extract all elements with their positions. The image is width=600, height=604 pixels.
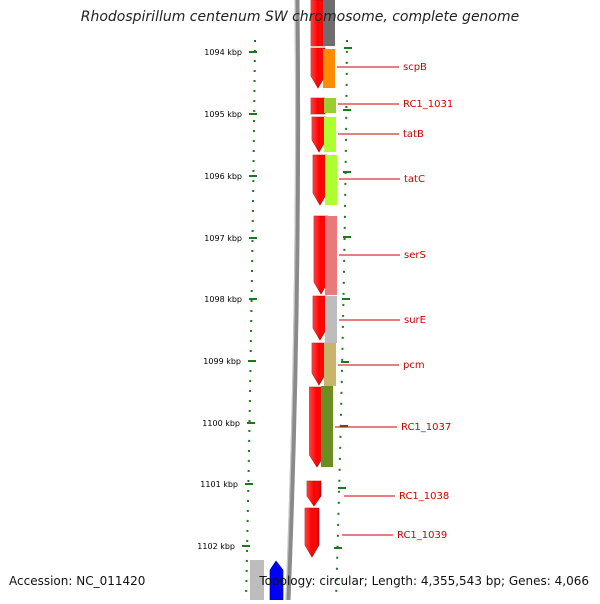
gene-label[interactable]: tatB [403,129,424,140]
feature-block-top [323,0,335,46]
gene-label[interactable]: RC1_1038 [399,491,449,502]
scale-tick: 1094 kbp [204,48,257,57]
cds-arrow-shade [314,216,328,294]
cds-arrow-shade [313,155,327,205]
scale-tick: 1096 kbp [204,172,257,181]
cds-arrow-shade [305,508,319,557]
gene-label[interactable]: surE [404,315,426,326]
scale-ring-inner [245,39,256,601]
scale-tick-label: 1094 kbp [204,48,242,57]
scale-tick-label: 1101 kbp [200,480,238,489]
gene-block[interactable] [325,296,337,343]
cds-arrow-shade [313,296,327,340]
gene-block[interactable] [324,343,336,386]
gene-block[interactable] [324,117,336,152]
scale-tick: 1095 kbp [204,110,257,119]
scale-tick-label: 1096 kbp [204,172,242,181]
gene-label[interactable]: RC1_1031 [403,99,453,110]
scale-tick: 1097 kbp [204,234,257,243]
cds-arrow-shade [311,98,325,114]
cds-arrow-shade [312,343,326,385]
gene-block[interactable] [325,155,337,205]
scale-tick: 1102 kbp [197,542,250,551]
cds-arrow-shade [312,117,326,152]
scale-tick-label: 1098 kbp [204,295,242,304]
topology-label: Topology: circular; Length: 4,355,543 bp… [259,574,589,588]
scale-tick-label: 1100 kbp [202,419,240,428]
cds-arrow-shade [311,0,325,46]
cds-arrow-shade [307,481,321,506]
accession-label: Accession: NC_011420 [9,574,146,588]
gene-label[interactable]: scpB [403,62,427,73]
gene-label[interactable]: RC1_1039 [397,530,447,541]
scale-tick: 1101 kbp [200,480,253,489]
scale-tick-label: 1099 kbp [203,357,241,366]
gene-block[interactable] [323,49,335,88]
scale-tick-label: 1097 kbp [204,234,242,243]
feature-block-bottom [250,560,264,600]
scale-tick: 1098 kbp [204,295,257,304]
backbone-highlight [285,0,297,601]
gene-label[interactable]: RC1_1037 [401,422,451,433]
genome-title: Rhodospirillum centenum SW chromosome, c… [80,9,520,25]
backbone-arc [285,0,301,601]
scale-tick: 1100 kbp [202,419,255,428]
scale-tick-label: 1095 kbp [204,110,242,119]
cds-arrow-shade [311,48,325,88]
gene-block[interactable] [325,216,337,295]
gene-label[interactable]: tatC [404,174,425,185]
cds-arrow-shade [309,387,325,467]
scale-tick: 1099 kbp [203,357,256,366]
gene-block[interactable] [324,98,336,113]
gene-label[interactable]: pcm [403,360,425,371]
scale-tick-label: 1102 kbp [197,542,235,551]
gene-block[interactable] [321,386,333,467]
gene-label[interactable]: serS [404,250,426,261]
